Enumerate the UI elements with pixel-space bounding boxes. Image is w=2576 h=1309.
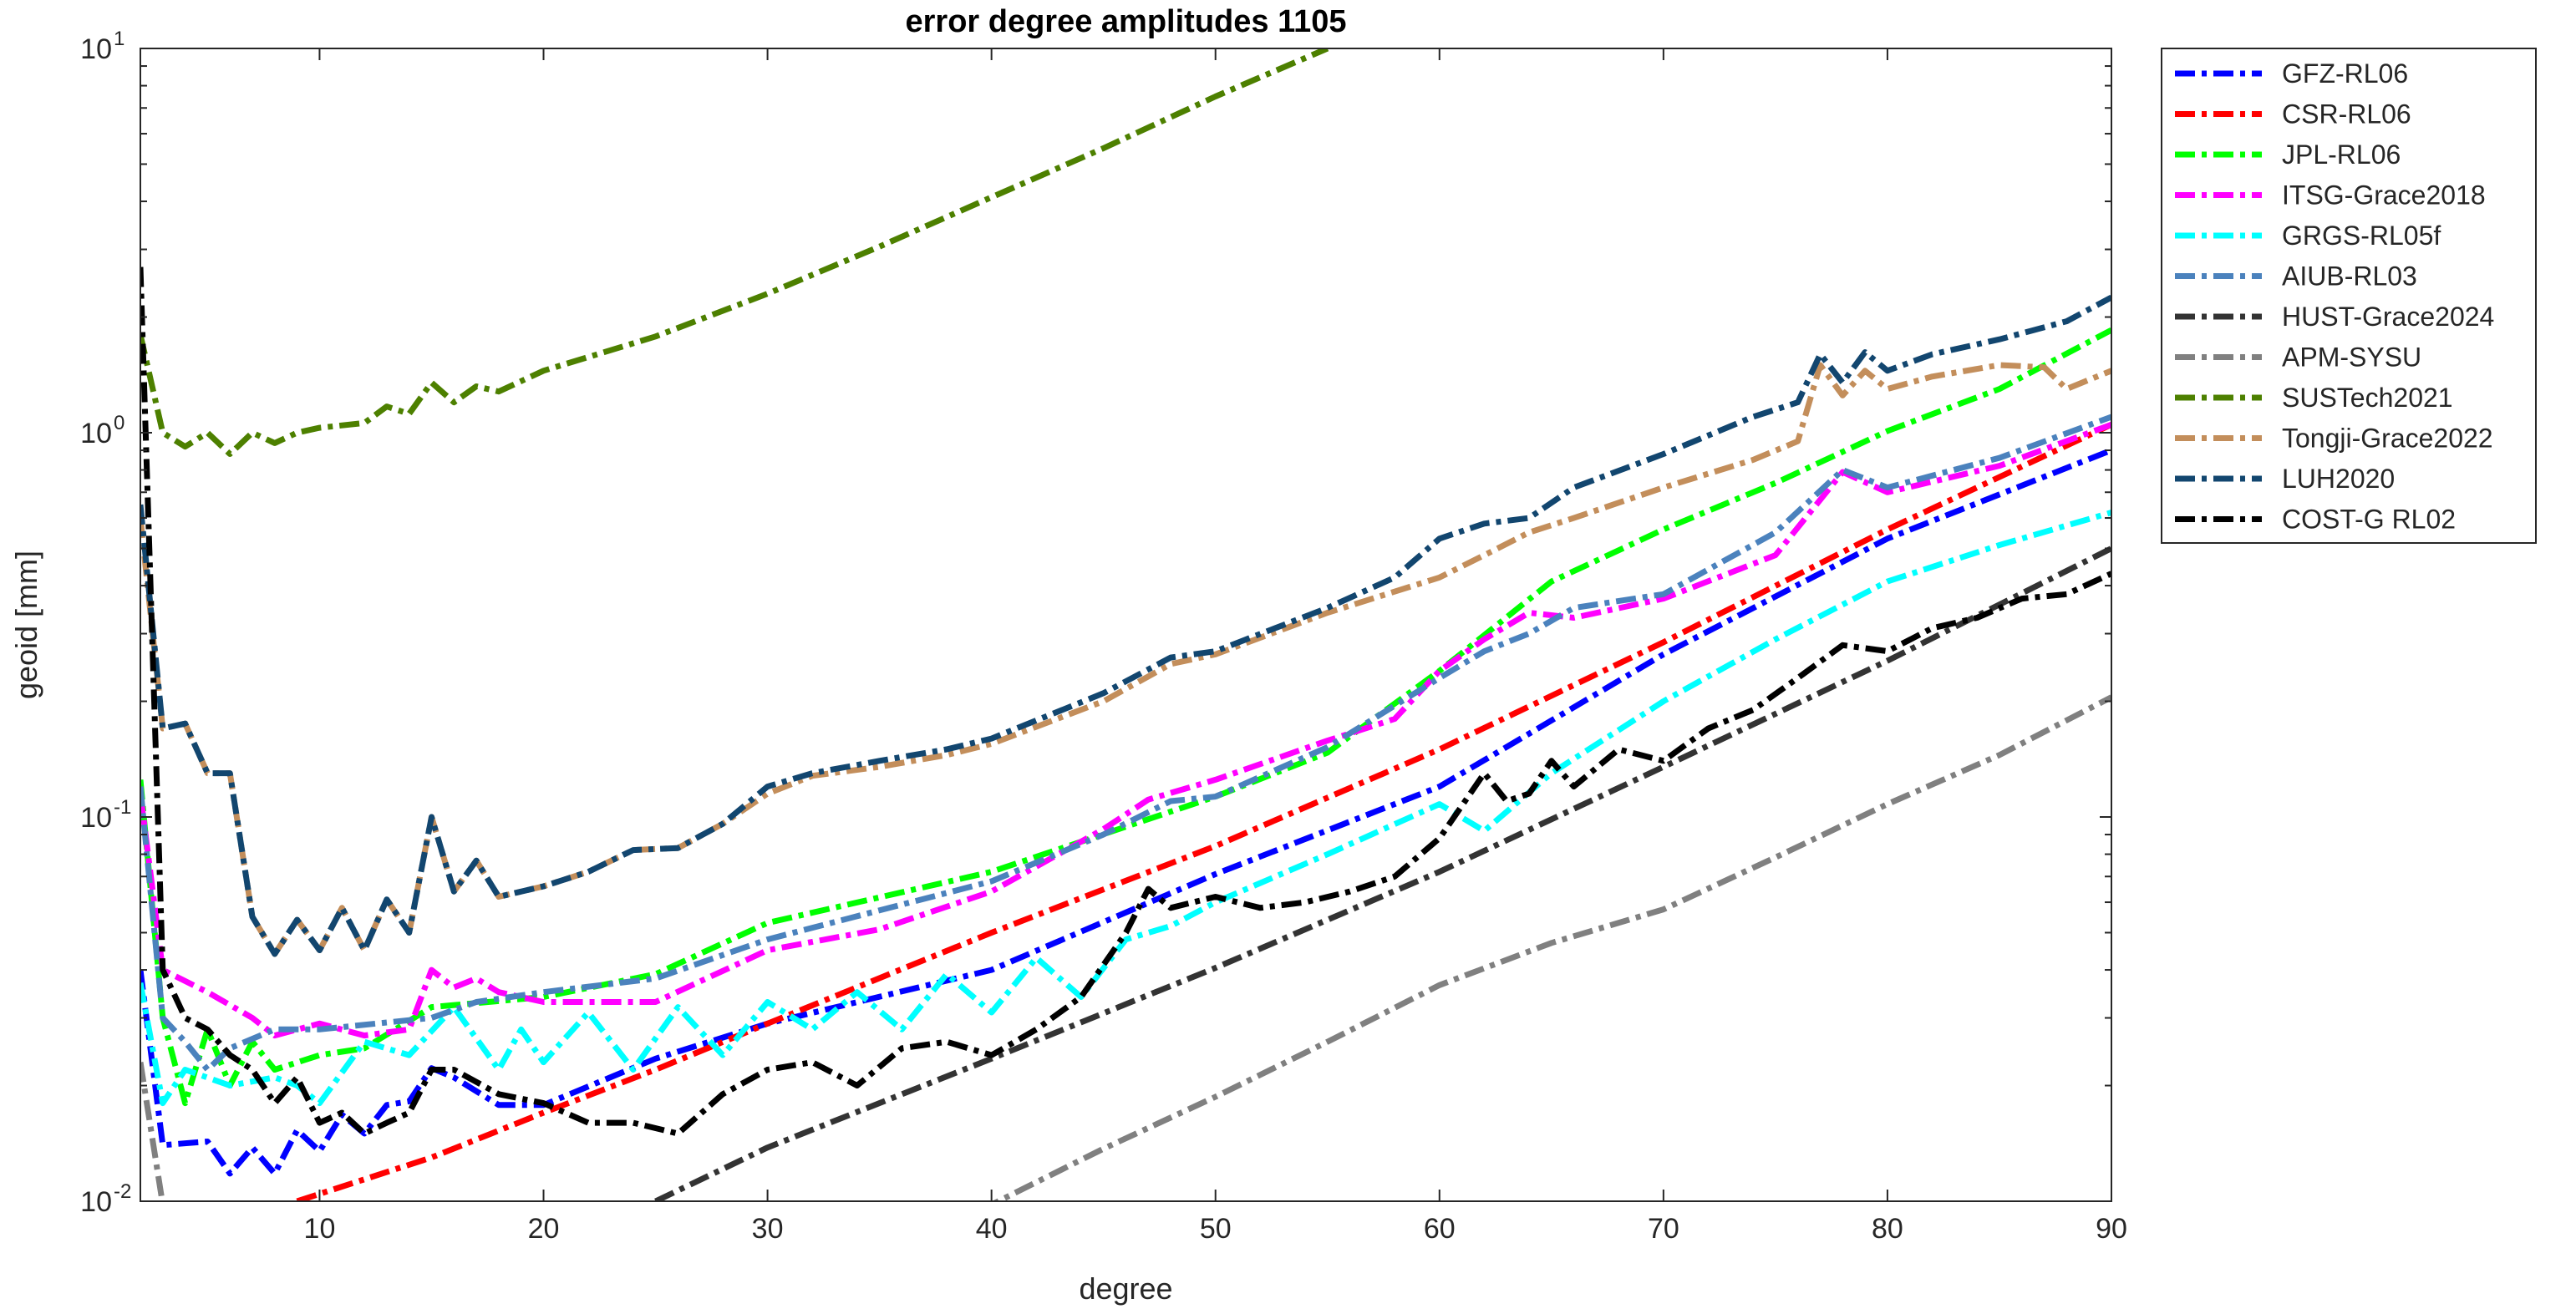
series-line-csr-rl06 bbox=[296, 422, 2111, 1201]
series-line-aiub-rl03 bbox=[140, 414, 2111, 1073]
y-tick-label: 10 bbox=[80, 418, 112, 449]
x-tick-label: 40 bbox=[976, 1213, 1008, 1245]
chart-title: error degree amplitudes 1105 bbox=[905, 4, 1346, 39]
plot-frame bbox=[140, 48, 2112, 1202]
legend-label-itsg-grace2018: ITSG-Grace2018 bbox=[2282, 180, 2486, 211]
y-tick-label: 10 bbox=[80, 802, 112, 834]
legend-label-sustech2021: SUSTech2021 bbox=[2282, 383, 2453, 413]
y-tick-exponent: 1 bbox=[114, 28, 124, 50]
x-axis-label: degree bbox=[1079, 1271, 1172, 1306]
legend-label-tongji-grace2022: Tongji-Grace2022 bbox=[2282, 424, 2493, 454]
y-tick-exponent: -2 bbox=[114, 1180, 131, 1203]
series-line-sustech2021 bbox=[140, 48, 1329, 457]
legend-label-gfz-rl06: GFZ-RL06 bbox=[2282, 58, 2408, 89]
y-tick-label: 10 bbox=[80, 33, 112, 65]
x-tick-label: 10 bbox=[304, 1213, 336, 1245]
legend: GFZ-RL06 CSR-RL06 JPL-RL06 ITSG-Grace2018 GR… bbox=[2161, 48, 2537, 544]
x-tick-label: 20 bbox=[528, 1213, 560, 1245]
legend-label-grgs-rl05f: GRGS-RL05f bbox=[2282, 221, 2441, 251]
series-line-apm-sysu bbox=[140, 694, 2111, 1201]
legend-label-cost-g-rl02: COST-G RL02 bbox=[2282, 505, 2456, 535]
x-tick-label: 90 bbox=[2096, 1213, 2127, 1245]
x-tick-label: 50 bbox=[1200, 1213, 1232, 1245]
legend-label-csr-rl06: CSR-RL06 bbox=[2282, 99, 2411, 129]
legend-label-hust-grace2024: HUST-Grace2024 bbox=[2282, 302, 2494, 332]
series-line-grgs-rl05f bbox=[140, 510, 2111, 1107]
y-axis-label: geoid [mm] bbox=[9, 550, 43, 699]
series-line-hust-grace2024 bbox=[654, 545, 2111, 1201]
y-tick-exponent: 0 bbox=[114, 412, 124, 434]
legend-label-apm-sysu: APM-SYSU bbox=[2282, 342, 2421, 373]
series-layer bbox=[140, 48, 2111, 1201]
y-tick-exponent: -1 bbox=[114, 796, 131, 819]
legend-label-luh2020: LUH2020 bbox=[2282, 464, 2395, 494]
y-tick-label: 10 bbox=[80, 1186, 112, 1218]
x-tick-label: 80 bbox=[1872, 1213, 1903, 1245]
x-tick-label: 70 bbox=[1648, 1213, 1679, 1245]
x-tick-label: 60 bbox=[1424, 1213, 1456, 1245]
legend-label-jpl-rl06: JPL-RL06 bbox=[2282, 140, 2401, 170]
series-line-cost-g-rl02 bbox=[140, 266, 2111, 1137]
x-tick-label: 30 bbox=[752, 1213, 784, 1245]
series-line-itsg-grace2018 bbox=[140, 422, 2111, 1039]
series-line-jpl-rl06 bbox=[140, 327, 2111, 1107]
legend-box bbox=[2161, 48, 2537, 544]
legend-label-aiub-rl03: AIUB-RL03 bbox=[2282, 261, 2417, 292]
series-line-luh2020 bbox=[140, 294, 2111, 957]
